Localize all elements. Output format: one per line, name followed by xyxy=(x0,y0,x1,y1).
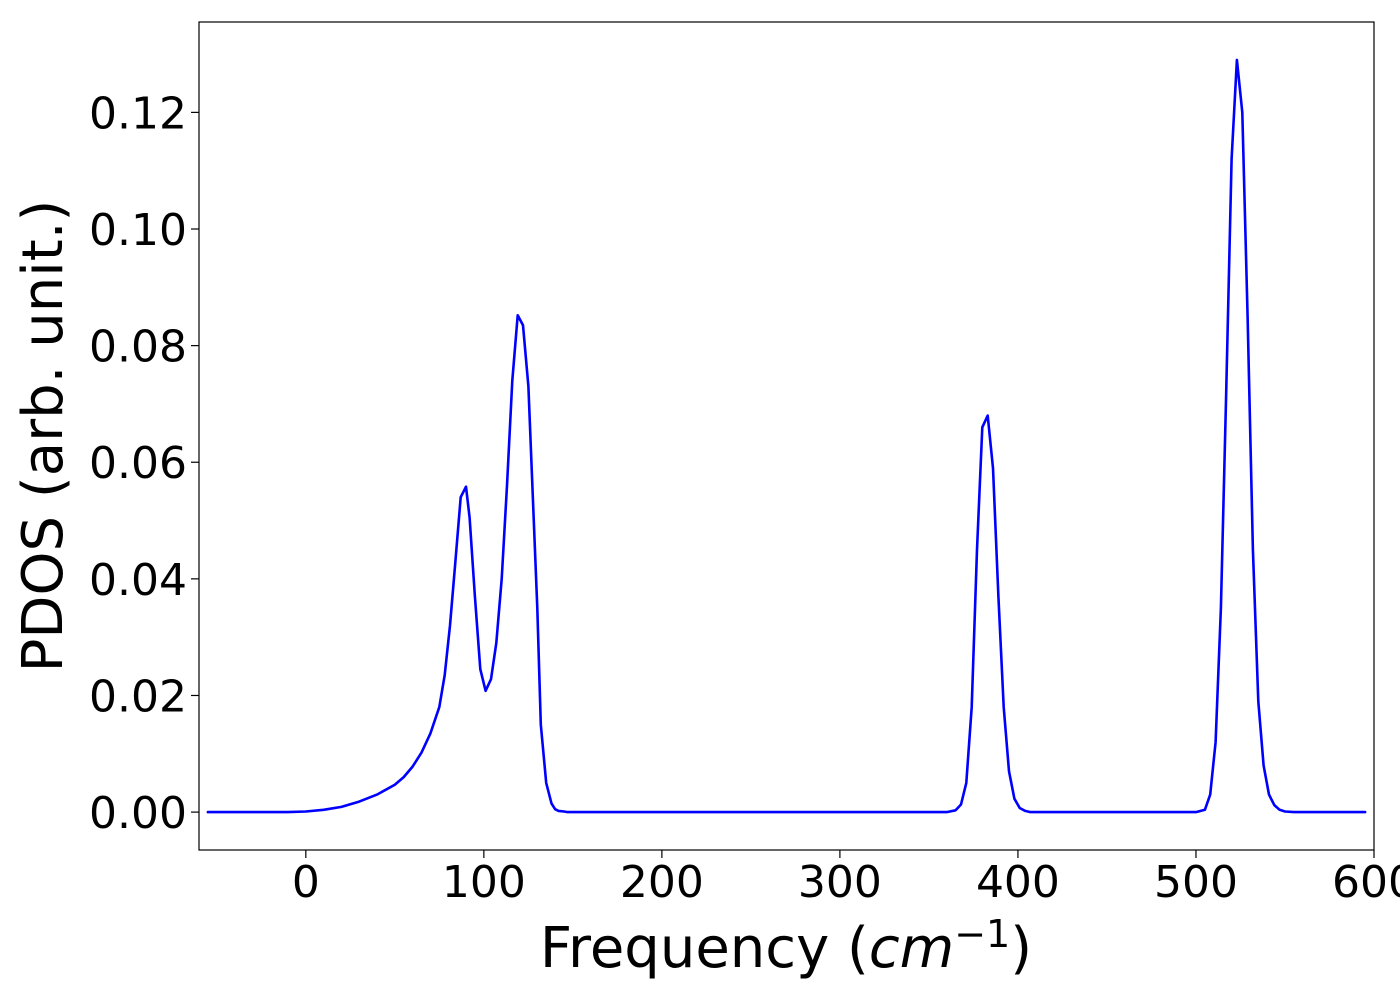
x-tick-label: 100 xyxy=(442,857,526,908)
y-tick-label: 0.06 xyxy=(89,438,187,489)
x-tick-label: 400 xyxy=(976,857,1060,908)
y-axis-label: PDOS (arb. unit.) xyxy=(11,200,76,673)
x-axis-ticks: 0 100 200 300 400 500 600 xyxy=(292,850,1400,908)
x-tick-label: 500 xyxy=(1154,857,1238,908)
x-axis-label: Frequency (cm−1) xyxy=(540,912,1032,981)
x-tick-label: 200 xyxy=(620,857,704,908)
plot-area xyxy=(199,22,1374,850)
y-tick-label: 0.00 xyxy=(89,788,187,839)
y-tick-label: 0.10 xyxy=(89,205,187,256)
y-tick-label: 0.04 xyxy=(89,555,187,606)
x-tick-label: 300 xyxy=(798,857,882,908)
y-tick-label: 0.12 xyxy=(89,88,187,139)
x-tick-label: 0 xyxy=(292,857,320,908)
x-tick-label: 600 xyxy=(1332,857,1400,908)
plot-frame xyxy=(198,21,1375,851)
series-line-0 xyxy=(206,58,1367,814)
series-layer xyxy=(206,58,1367,814)
y-tick-label: 0.02 xyxy=(89,671,187,722)
y-tick-label: 0.08 xyxy=(89,322,187,373)
y-axis-ticks: 0.00 0.02 0.04 0.06 0.08 0.10 0.12 xyxy=(89,88,199,839)
